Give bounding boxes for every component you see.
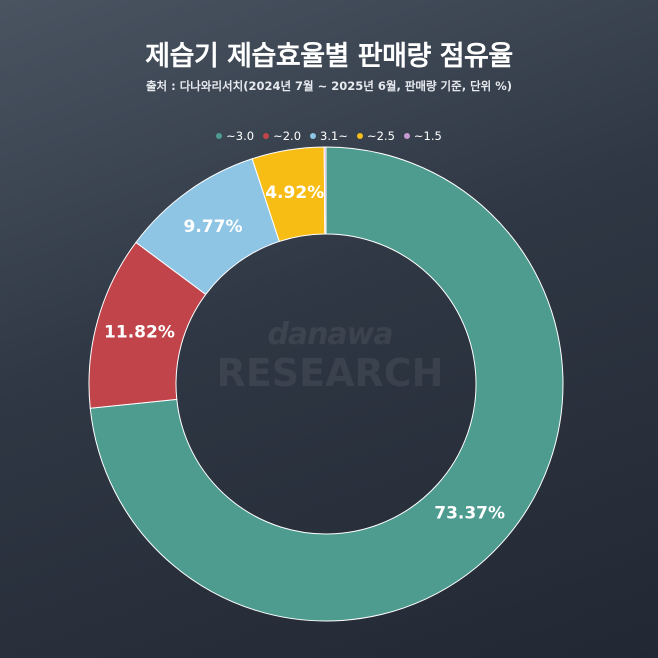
data-label: 73.37% — [434, 504, 505, 524]
data-label: 11.82% — [104, 323, 175, 343]
data-label: 9.77% — [184, 217, 243, 237]
data-label: 4.92% — [265, 183, 324, 203]
donut-slice — [324, 147, 326, 234]
